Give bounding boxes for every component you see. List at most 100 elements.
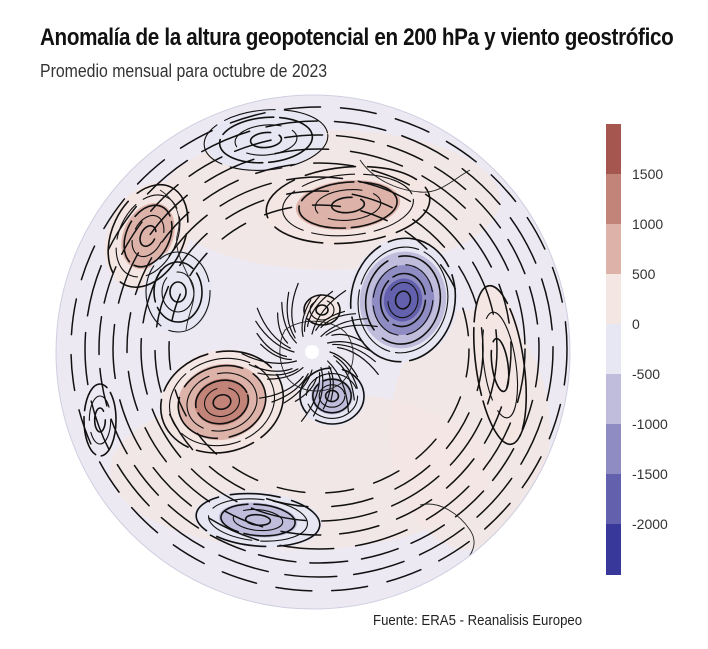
streamline-polar (291, 282, 299, 333)
streamline-loop (282, 173, 414, 237)
streamline-loop (194, 379, 250, 425)
streamline-polar (300, 372, 321, 422)
colorbar: 1500 1000 500 0 -500 -1000 -1500 -2000 (606, 124, 668, 575)
streamline-loop (186, 372, 258, 432)
streamline-polar (256, 332, 287, 358)
streamline-polar (306, 290, 334, 327)
colorbar-bin (606, 474, 621, 525)
streamline-loop (107, 183, 189, 289)
coastline-antarctica (279, 320, 354, 392)
streamline-polar (333, 355, 358, 389)
colorbar-bin (606, 274, 621, 325)
colorbar-bin (606, 424, 621, 475)
streamline-circumpolar (154, 190, 484, 508)
streamline-polar (335, 360, 355, 401)
streamline-loop (357, 246, 449, 354)
streamline-polar (311, 290, 347, 335)
streamline-loop (364, 255, 442, 345)
coastline-africa (359, 159, 471, 193)
colorbar-bin (606, 124, 621, 175)
streamline-polar (281, 301, 297, 344)
streamline-loop (299, 367, 365, 425)
streamline-circumpolar (140, 176, 498, 522)
streamline-circumpolar (112, 148, 526, 550)
map-outline (55, 94, 571, 610)
streamline-polar (286, 291, 296, 339)
streamline-polar (241, 353, 297, 364)
streamline-loop (123, 204, 173, 268)
streamline-circumpolar (126, 162, 512, 536)
colorbar-bin (606, 524, 621, 575)
streamline-polar (257, 368, 299, 376)
anomaly-high-east (471, 285, 529, 445)
anomaly-contour (383, 278, 423, 322)
streamline-loop (372, 264, 434, 336)
streamline-loop (83, 383, 117, 457)
streamline-loop (318, 384, 346, 408)
streamline-loop (195, 492, 321, 548)
streamline-circumpolar (168, 204, 470, 494)
colorbar-tick-label: 1500 (632, 166, 664, 182)
streamline-polar (331, 333, 364, 343)
streamline-polar (283, 369, 313, 404)
colorbar-bin (606, 324, 621, 375)
streamline-polar (327, 360, 349, 413)
streamline-loop (311, 378, 352, 414)
anomaly-contour (194, 378, 250, 426)
chart-title: Anomalía de la altura geopotencial en 20… (40, 24, 674, 51)
colorbar-tick-label: 1000 (632, 216, 664, 232)
streamline-polar (260, 343, 292, 361)
streamline-loop (349, 237, 457, 363)
streamline-loop (232, 508, 284, 532)
streamline-loop (298, 181, 398, 229)
streamline-polar (337, 346, 379, 375)
streamline-loop (177, 364, 267, 440)
streamline-polar (332, 343, 376, 363)
streamline-polar (301, 299, 312, 337)
streamline-loop (472, 284, 528, 446)
streamline-polar (277, 312, 289, 344)
anomaly-contour (471, 285, 529, 445)
streamline-polar (325, 324, 378, 336)
colorbar-bin (606, 224, 621, 275)
streamline-loop (234, 124, 298, 156)
colorbar-tick-label: -2000 (632, 516, 668, 532)
colorbar-tick-label: -500 (632, 366, 661, 382)
streamline-loop (379, 272, 427, 328)
coastline-south-america (159, 189, 195, 331)
streamline-loop (131, 214, 165, 258)
streamline-polar (267, 367, 304, 380)
streamline-loop (208, 498, 308, 542)
streamline-polar (271, 373, 309, 403)
colorbar-bin (606, 374, 621, 425)
streamline-polar (258, 375, 304, 399)
colorbar-tick-label: 500 (632, 266, 656, 282)
streamline-polar (320, 318, 368, 337)
streamline-loop (387, 281, 419, 319)
streamline-circumpolar (84, 120, 554, 578)
streamline-loop (220, 503, 296, 537)
streamline-polar (320, 313, 357, 329)
streamline-loop (203, 386, 241, 418)
colorbar-tick-label: -1500 (632, 466, 668, 482)
streamline-polar (248, 364, 293, 372)
chart-subtitle: Promedio mensual para octubre de 2023 (40, 61, 328, 81)
streamline-polar (328, 365, 334, 401)
streamline-circumpolar (70, 106, 568, 592)
streamline-circumpolar (98, 134, 540, 564)
colorbar-bin (606, 174, 621, 225)
streamline-polar (327, 341, 371, 352)
streamline-polar (315, 310, 346, 331)
colorbar-tick-label: -1000 (632, 416, 668, 432)
streamline-loop (159, 350, 285, 454)
streamline-loop (394, 290, 412, 310)
streamline-loop (324, 389, 340, 403)
streamline-polar (255, 320, 295, 353)
streamline-loop (212, 393, 232, 411)
streamline-polar (329, 351, 359, 378)
streamline-loop (330, 196, 366, 214)
colorbar-tick-label: 0 (632, 316, 640, 332)
source-note: Fuente: ERA5 - Reanalisis Europeo (373, 612, 583, 629)
anomaly-high-pacific-southwest (160, 349, 284, 455)
